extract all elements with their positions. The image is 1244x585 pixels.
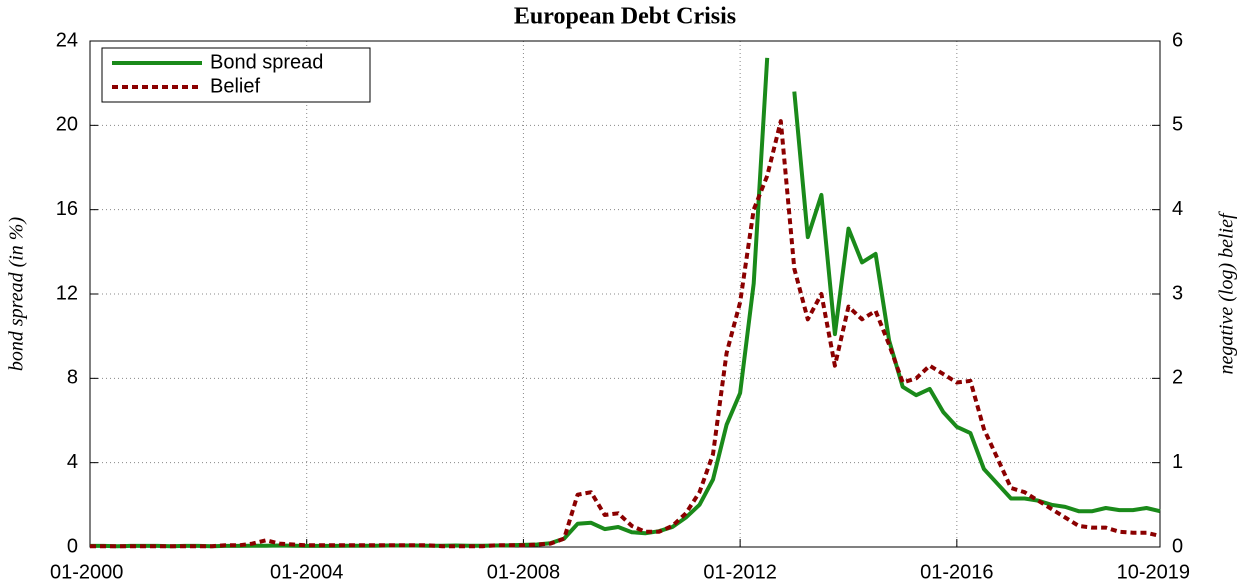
- legend-label: Bond spread: [210, 51, 323, 73]
- x-tick-label: 01-2000: [50, 561, 123, 583]
- x-tick-label: 10-2019: [1117, 561, 1190, 583]
- y2-tick-label: 6: [1172, 29, 1183, 51]
- data-line: [90, 57, 1161, 549]
- y-axis-label: bond spread (in %): [6, 217, 28, 372]
- x-tick-label: 01-2016: [920, 561, 993, 583]
- legend-box: [101, 47, 371, 103]
- y-tick-label: 8: [67, 367, 78, 389]
- x-tick-label: 01-2012: [703, 561, 776, 583]
- x-tick-label: 01-2008: [487, 561, 560, 583]
- y2-tick-label: 4: [1172, 198, 1183, 220]
- y2-axis-label: negative (log) belief: [1216, 211, 1238, 374]
- x-tick-label: 01-2004: [270, 561, 343, 583]
- y2-tick-label: 1: [1172, 451, 1183, 473]
- y-tick-label: 16: [56, 198, 78, 220]
- y-tick-label: 4: [67, 451, 78, 473]
- chart-title: European Debt Crisis: [514, 4, 736, 30]
- y2-tick-label: 3: [1172, 282, 1183, 304]
- y-tick-label: 0: [67, 535, 78, 557]
- plot-frame: [89, 40, 1161, 548]
- y2-tick-label: 5: [1172, 114, 1183, 136]
- y-tick-label: 24: [56, 29, 78, 51]
- y-tick-label: 12: [56, 282, 78, 304]
- y-tick-label: 20: [56, 114, 78, 136]
- data-line: [90, 119, 1161, 549]
- y2-tick-label: 2: [1172, 367, 1183, 389]
- legend-label: Belief: [210, 75, 260, 97]
- y2-tick-label: 0: [1172, 535, 1183, 557]
